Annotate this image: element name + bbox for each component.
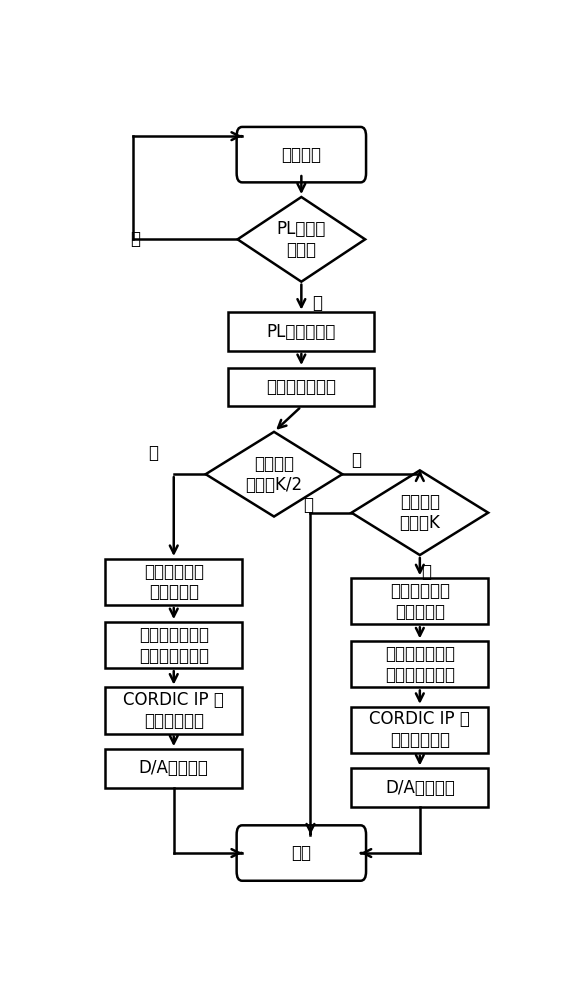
Bar xyxy=(352,707,488,753)
Text: PL是否收
到数据: PL是否收 到数据 xyxy=(277,220,326,259)
Text: 否: 否 xyxy=(148,444,158,462)
Text: 参数输入: 参数输入 xyxy=(281,146,322,164)
Text: 计数器是
否大于K/2: 计数器是 否大于K/2 xyxy=(245,455,303,494)
Bar xyxy=(105,687,242,734)
Text: 是: 是 xyxy=(351,451,361,469)
Bar xyxy=(228,312,374,351)
Text: 相位累加器加频
率累加器的结果: 相位累加器加频 率累加器的结果 xyxy=(385,645,455,684)
Text: PL端解析数据: PL端解析数据 xyxy=(267,323,336,341)
Polygon shape xyxy=(206,432,342,517)
Text: 否: 否 xyxy=(421,563,431,581)
Text: 是: 是 xyxy=(303,496,313,514)
Text: D/A转换输出: D/A转换输出 xyxy=(139,759,209,777)
FancyBboxPatch shape xyxy=(236,127,366,182)
Bar xyxy=(105,622,242,668)
Bar xyxy=(228,368,374,406)
Bar xyxy=(105,749,242,788)
Text: 是: 是 xyxy=(312,294,322,312)
Text: 相位累加器减频
率累加器的结果: 相位累加器减频 率累加器的结果 xyxy=(139,626,209,665)
Text: 结束: 结束 xyxy=(291,844,312,862)
Polygon shape xyxy=(352,470,488,555)
Text: 否: 否 xyxy=(130,230,140,248)
Bar xyxy=(352,641,488,687)
Polygon shape xyxy=(238,197,365,282)
Text: 频率累加器加
频率步进字: 频率累加器加 频率步进字 xyxy=(390,582,450,621)
Text: D/A转换输出: D/A转换输出 xyxy=(385,779,455,797)
Text: 频率累加器减
频率步进字: 频率累加器减 频率步进字 xyxy=(143,563,204,601)
Bar xyxy=(352,578,488,624)
Bar xyxy=(352,768,488,807)
Text: 迭代法计算初值: 迭代法计算初值 xyxy=(266,378,336,396)
FancyBboxPatch shape xyxy=(236,825,366,881)
Text: 计数器是
否大于K: 计数器是 否大于K xyxy=(399,493,440,532)
Text: CORDIC IP 核
计算输出幅值: CORDIC IP 核 计算输出幅值 xyxy=(123,691,224,730)
Bar xyxy=(105,559,242,605)
Text: CORDIC IP 核
计算输出幅值: CORDIC IP 核 计算输出幅值 xyxy=(369,710,470,749)
